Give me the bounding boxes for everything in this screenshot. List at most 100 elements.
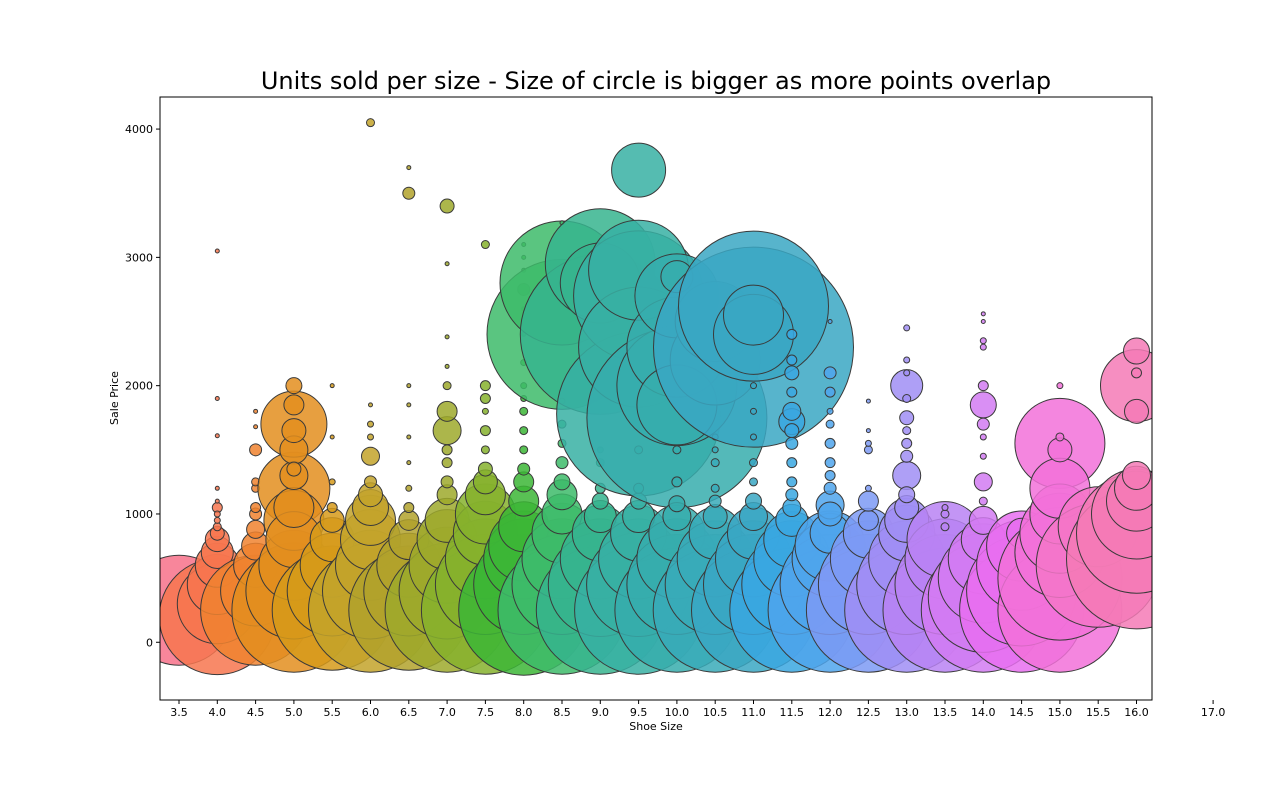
data-point-bubble	[439, 198, 455, 214]
data-point-bubble	[281, 418, 307, 444]
x-tick-label: 6.0	[362, 706, 380, 719]
x-tick-label: 14.5	[1009, 706, 1034, 719]
data-point-bubble	[823, 481, 837, 495]
plot-frame	[159, 96, 1153, 701]
y-tick-label: 1000	[125, 508, 153, 521]
x-tick-label: 15.0	[1048, 706, 1073, 719]
data-point-bubble	[214, 485, 220, 491]
x-tick-label: 6.5	[400, 706, 418, 719]
chart-title: Units sold per size - Size of circle is …	[261, 67, 1051, 95]
data-point-bubble	[979, 337, 987, 345]
data-point-bubble	[901, 437, 913, 449]
x-tick-label: 16.0	[1124, 706, 1149, 719]
data-point-bubble	[898, 486, 916, 504]
data-point-bubble	[973, 472, 993, 492]
data-point-bubble	[979, 343, 987, 351]
data-point-bubble	[749, 477, 758, 487]
data-point-bubble	[214, 498, 220, 504]
data-point-bubble	[406, 383, 412, 389]
data-point-bubble	[969, 391, 997, 419]
data-point-bubble	[745, 492, 762, 510]
x-tick-label: 10.0	[665, 706, 690, 719]
data-point-bubble	[857, 490, 879, 512]
data-point-bubble	[826, 407, 834, 415]
data-point-bubble	[479, 425, 491, 437]
x-tick-label: 13.0	[894, 706, 919, 719]
data-point-bubble	[214, 248, 220, 254]
data-point-bubble	[786, 457, 798, 469]
data-point-bubble	[786, 386, 798, 398]
data-point-bubble	[857, 509, 879, 531]
x-tick-label: 9.0	[592, 706, 610, 719]
data-point-bubble	[481, 407, 489, 415]
data-point-bubble	[786, 354, 798, 366]
data-point-bubble	[213, 516, 221, 524]
data-point-bubble	[978, 496, 988, 506]
y-axis: 0 1000 2000 3000 4000	[125, 123, 160, 649]
data-point-bubble	[902, 426, 912, 436]
data-point-bubble	[1211, 525, 1215, 529]
data-point-bubble	[892, 460, 922, 490]
y-tick-label: 4000	[125, 123, 153, 136]
data-point-bubble	[976, 417, 990, 431]
data-point-bubble	[900, 449, 914, 463]
data-point-bubble	[786, 476, 798, 488]
x-tick-label: 11.0	[741, 706, 766, 719]
data-point-bubble	[750, 407, 757, 415]
data-point-bubble	[405, 484, 413, 492]
data-point-bubble	[286, 461, 302, 477]
data-point-bubble	[213, 510, 221, 518]
data-point-bubble	[367, 420, 374, 428]
x-tick-label: 9.5	[630, 706, 648, 719]
data-point-bubble	[326, 502, 338, 514]
x-tick-label: 4.5	[247, 706, 265, 719]
data-point-bubble	[517, 462, 531, 476]
data-point-bubble	[480, 240, 490, 250]
data-point-bubble	[441, 444, 453, 456]
data-point-bubble	[591, 492, 609, 510]
data-point-bubble	[749, 458, 758, 468]
x-tick-label: 17.0	[1201, 706, 1226, 719]
data-point-bubble	[785, 488, 799, 502]
data-point-bubble	[1123, 337, 1150, 365]
data-point-bubble	[708, 494, 722, 508]
data-point-bubble	[864, 484, 872, 492]
data-point-bubble	[253, 408, 259, 414]
x-axis-label: Shoe Size	[629, 720, 683, 733]
data-point-bubble	[782, 401, 802, 421]
data-point-bubble	[1131, 367, 1142, 379]
data-point-bubble	[441, 457, 453, 469]
data-point-bubble	[212, 522, 222, 532]
data-point-bubble	[403, 502, 415, 514]
data-point-bubble	[406, 402, 412, 408]
data-point-bubble	[406, 460, 412, 466]
x-tick-label: 5.5	[323, 706, 341, 719]
y-axis-label: Sale Price	[108, 371, 121, 425]
data-point-bubble	[519, 426, 529, 436]
data-point-bubble	[285, 377, 303, 395]
data-point-bubble	[823, 366, 837, 380]
y-tick-label: 2000	[125, 380, 153, 393]
data-point-bubble	[519, 445, 529, 455]
x-tick-label: 14.0	[971, 706, 996, 719]
data-point-bubble	[750, 382, 757, 390]
data-point-bubble	[827, 319, 833, 325]
data-point-bubble	[479, 393, 491, 404]
data-point-bubble	[329, 383, 335, 389]
data-point-bubble	[824, 437, 836, 449]
data-point-bubble	[283, 394, 305, 416]
data-point-bubble	[824, 469, 836, 481]
data-point-bubble	[367, 433, 374, 441]
data-point-bubble	[273, 487, 315, 529]
data-point-bubble	[864, 439, 872, 447]
data-point-bubble	[1056, 382, 1064, 390]
data-point-bubble	[940, 509, 950, 519]
x-tick-label: 11.5	[780, 706, 805, 719]
data-point-bubble	[723, 284, 784, 346]
data-point-bubble	[1211, 352, 1215, 356]
data-point-bubble	[824, 386, 836, 398]
data-point-bubble	[361, 446, 380, 466]
data-point-bubble	[519, 406, 529, 416]
data-point-bubble	[440, 475, 454, 489]
data-point-bubble	[480, 445, 490, 455]
